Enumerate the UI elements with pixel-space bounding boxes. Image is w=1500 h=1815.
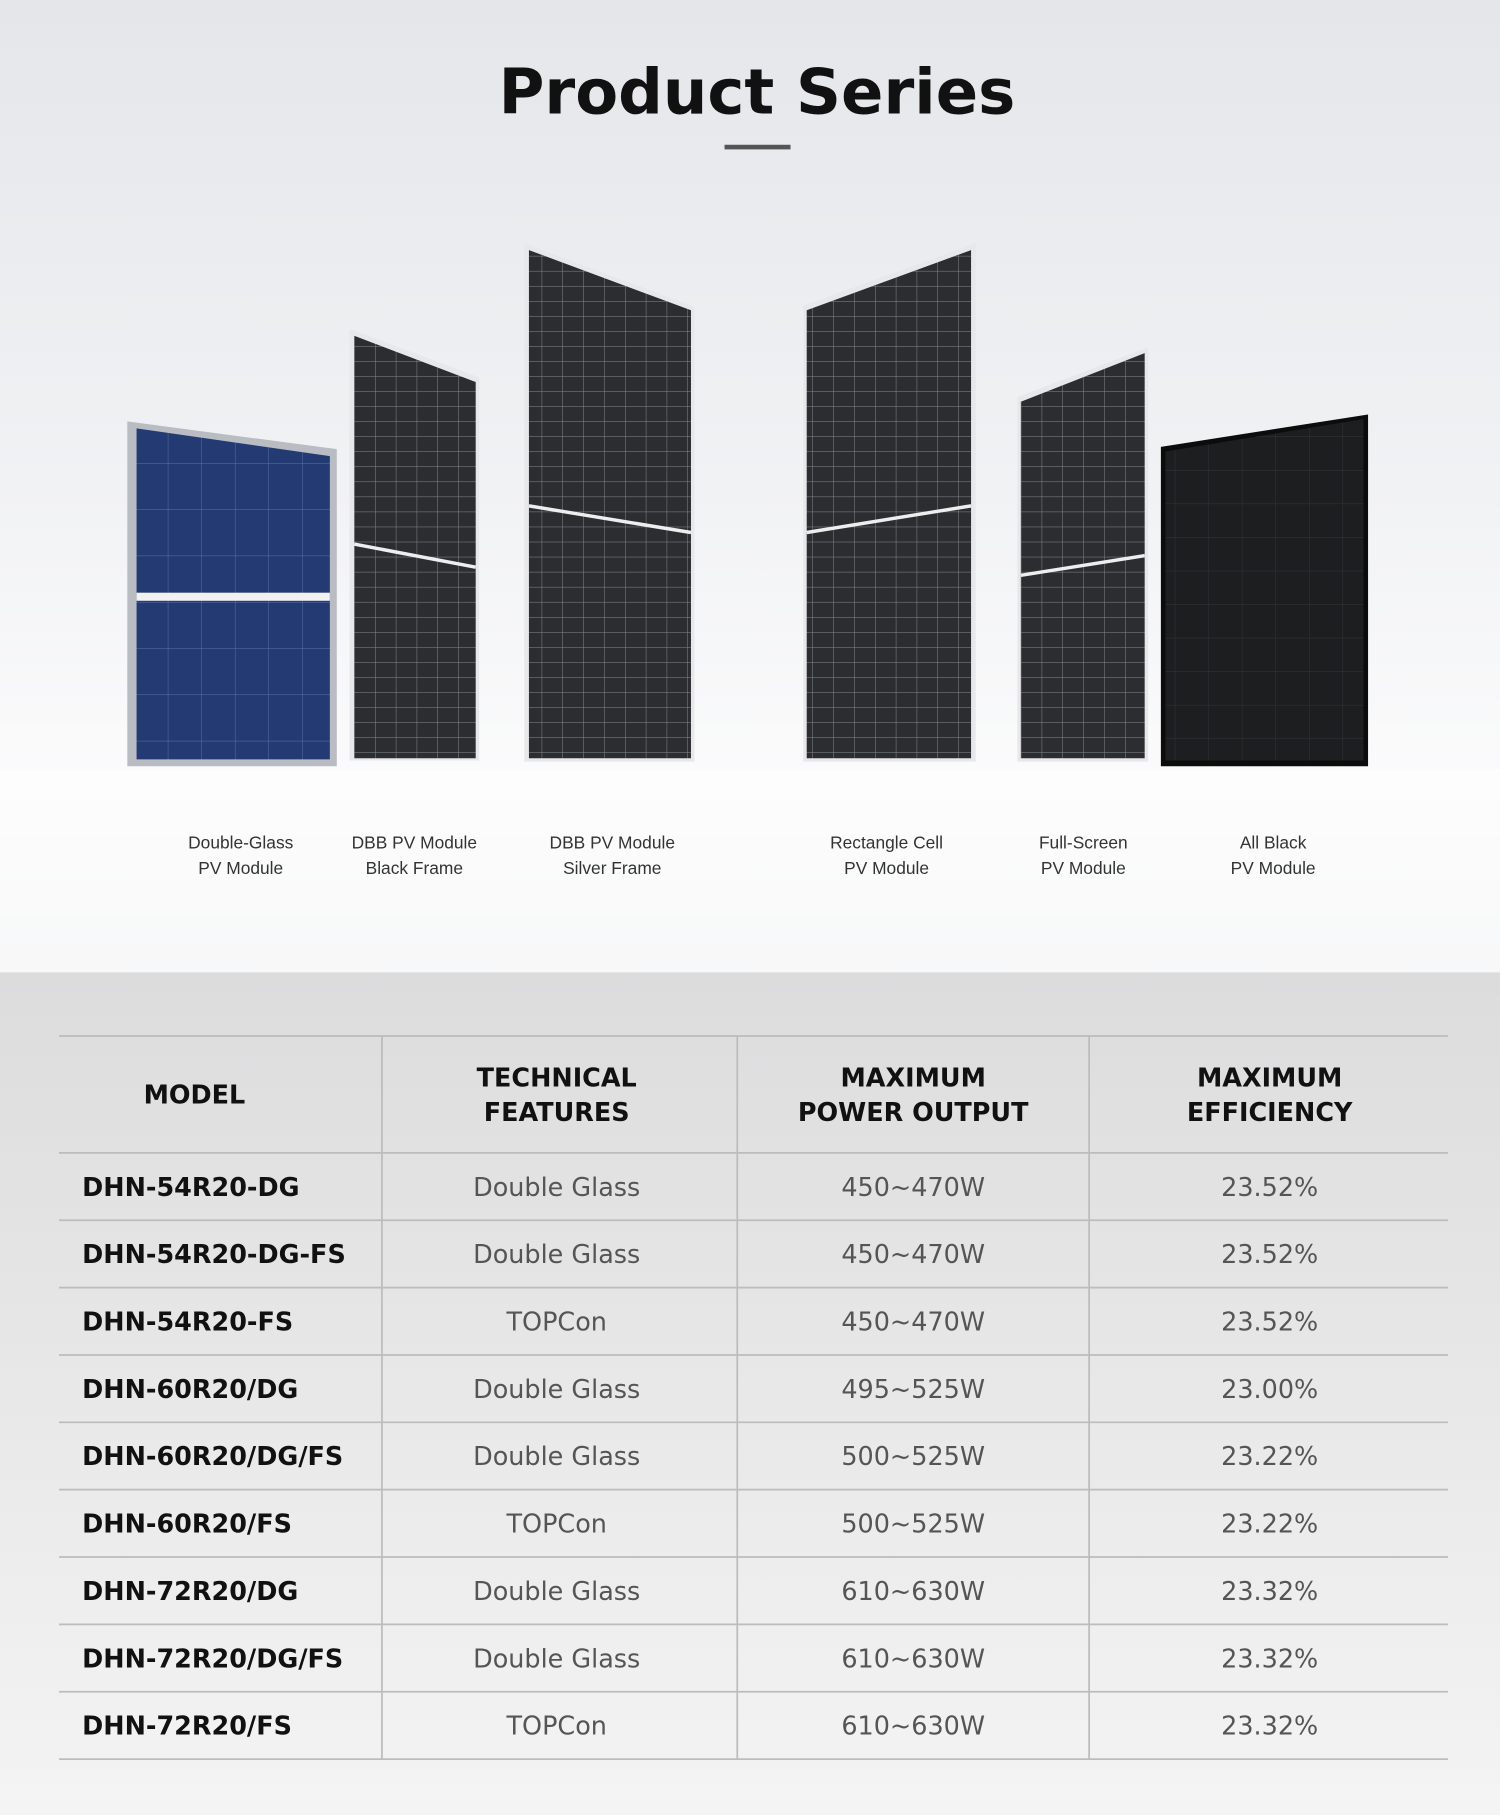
table-cell: 450~470W: [841, 1173, 985, 1203]
table-cell: TOPCon: [506, 1308, 607, 1338]
table-cell: Double Glass: [473, 1375, 640, 1405]
model-name: DHN-60R20/DG/FS: [82, 1442, 343, 1472]
product-label: PV Module: [198, 858, 283, 878]
panel: [806, 250, 972, 759]
column-header: POWER OUTPUT: [798, 1098, 1029, 1128]
model-name: DHN-72R20/DG/FS: [82, 1644, 343, 1674]
table-cell: 23.32%: [1221, 1644, 1318, 1674]
panel-divider: [528, 504, 692, 535]
panel-divider: [136, 592, 330, 601]
product-label: PV Module: [1231, 858, 1316, 878]
table-cell: 23.52%: [1221, 1173, 1318, 1203]
table-cell: 23.52%: [1221, 1240, 1318, 1270]
product-label: Double-Glass: [188, 832, 293, 852]
table-cell: 23.22%: [1221, 1510, 1318, 1540]
column-header: TECHNICAL: [477, 1063, 637, 1093]
model-name: DHN-54R20-DG-FS: [82, 1240, 346, 1270]
product-label: Rectangle Cell: [830, 832, 943, 852]
column-header: MAXIMUM: [1197, 1063, 1342, 1093]
table-cell: 450~470W: [841, 1308, 985, 1338]
model-name: DHN-72R20/DG: [82, 1577, 298, 1607]
table-cell: Double Glass: [473, 1442, 640, 1472]
table-cell: 495~525W: [841, 1375, 985, 1405]
table-cell: TOPCon: [506, 1510, 607, 1540]
product-panels: [0, 243, 1500, 973]
model-name: DHN-60R20/FS: [82, 1510, 292, 1540]
table-cell: 500~525W: [841, 1442, 985, 1472]
table-cell: 23.00%: [1221, 1375, 1318, 1405]
table-cell: 23.22%: [1221, 1442, 1318, 1472]
column-header: EFFICIENCY: [1187, 1098, 1353, 1128]
column-header: MAXIMUM: [840, 1063, 985, 1093]
product-label: Black Frame: [366, 858, 463, 878]
product-label: DBB PV Module: [550, 832, 675, 852]
table-cell: TOPCon: [506, 1712, 607, 1742]
floor-reflection: [0, 769, 1500, 973]
table-cell: Double Glass: [473, 1173, 640, 1203]
table-cell: 23.52%: [1221, 1308, 1318, 1338]
table-cell: 610~630W: [841, 1577, 985, 1607]
panel-divider: [353, 542, 477, 569]
table-cell: 610~630W: [841, 1644, 985, 1674]
product-label: Full-Screen: [1039, 832, 1128, 852]
panel: [528, 250, 691, 759]
model-name: DHN-60R20/DG: [82, 1375, 298, 1405]
page-title: Product Series: [499, 56, 1016, 129]
product-label: All Black: [1240, 832, 1307, 852]
panel-divider: [1020, 553, 1145, 578]
panel: [1165, 419, 1364, 761]
panel: [354, 335, 476, 759]
product-label: PV Module: [1041, 858, 1126, 878]
product-label: DBB PV Module: [352, 832, 477, 852]
model-name: DHN-72R20/FS: [82, 1712, 292, 1742]
product-label: Silver Frame: [563, 858, 661, 878]
table-cell: Double Glass: [473, 1577, 640, 1607]
table-cell: Double Glass: [473, 1644, 640, 1674]
column-header: MODEL: [144, 1081, 246, 1111]
table-background: [0, 972, 1500, 1815]
title-underline: [724, 144, 791, 150]
table-cell: 610~630W: [841, 1712, 985, 1742]
table-cell: 450~470W: [841, 1240, 985, 1270]
product-label: PV Module: [844, 858, 929, 878]
column-header: FEATURES: [484, 1098, 630, 1128]
panel: [1020, 353, 1145, 759]
table-cell: 500~525W: [841, 1510, 985, 1540]
table-cell: 23.32%: [1221, 1577, 1318, 1607]
spec-table: MODEL TECHNICAL FEATURES MAXIMUM POWER OUTPU…: [59, 1035, 1448, 1760]
table-cell: Double Glass: [473, 1240, 640, 1270]
model-name: DHN-54R20-FS: [82, 1308, 293, 1338]
table-cell: 23.32%: [1221, 1712, 1318, 1742]
panel-divider: [806, 504, 972, 535]
model-name: DHN-54R20-DG: [82, 1173, 299, 1203]
